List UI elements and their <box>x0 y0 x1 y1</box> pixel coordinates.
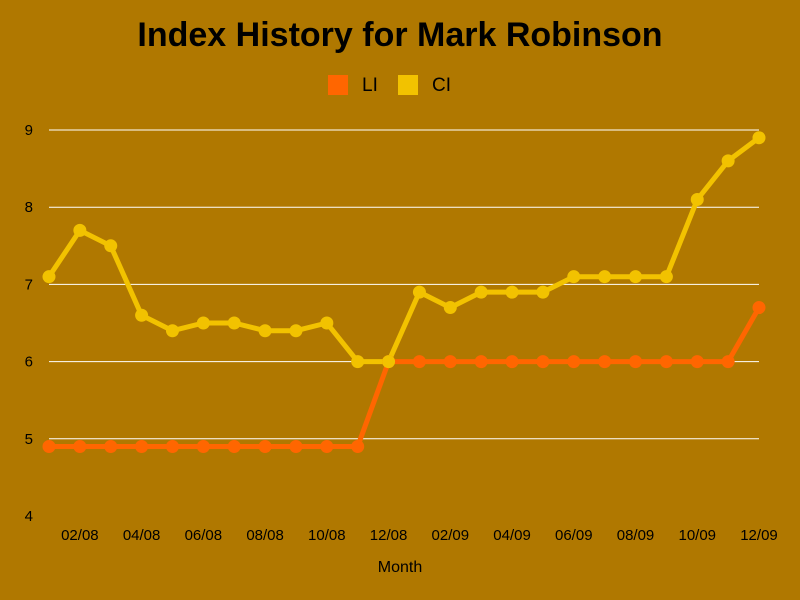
data-point-ci <box>320 316 334 330</box>
data-point-li <box>104 440 118 454</box>
legend-swatch-li <box>328 75 348 95</box>
data-point-ci <box>351 355 365 369</box>
x-tick-label: 12/09 <box>740 527 778 544</box>
y-tick-label: 7 <box>25 276 33 293</box>
data-point-li <box>135 440 149 454</box>
x-tick-label: 02/09 <box>432 527 470 544</box>
data-point-li <box>42 440 56 454</box>
data-point-li <box>567 355 581 369</box>
y-axis-ticks: 4 5 6 7 8 9 <box>25 122 33 525</box>
x-tick-label: 02/08 <box>61 527 99 544</box>
data-point-li <box>165 440 179 454</box>
x-tick-label: 04/08 <box>123 527 161 544</box>
data-point-li <box>227 440 241 454</box>
data-point-ci <box>598 270 612 284</box>
x-tick-label: 04/09 <box>493 527 531 544</box>
data-point-ci <box>567 270 581 284</box>
data-point-li <box>351 440 365 454</box>
data-point-li <box>258 440 272 454</box>
data-point-ci <box>752 131 766 145</box>
x-tick-label: 10/08 <box>308 527 346 544</box>
series-points <box>42 131 766 454</box>
data-point-li <box>474 355 488 369</box>
data-point-li <box>289 440 303 454</box>
x-tick-label: 06/08 <box>185 527 223 544</box>
data-point-li <box>659 355 673 369</box>
y-tick-label: 5 <box>25 431 33 448</box>
data-point-ci <box>165 324 179 338</box>
data-point-li <box>752 301 766 315</box>
x-tick-label: 06/09 <box>555 527 593 544</box>
data-point-li <box>721 355 735 369</box>
x-axis-ticks: 02/08 04/08 06/08 08/08 10/08 12/08 02/09 04/09… <box>61 527 778 544</box>
legend: LI CI <box>328 75 451 96</box>
grid <box>49 129 759 440</box>
data-point-ci <box>505 285 519 299</box>
data-point-ci <box>536 285 550 299</box>
data-point-li <box>690 355 704 369</box>
data-point-li <box>73 440 87 454</box>
data-point-ci <box>73 223 87 237</box>
data-point-li <box>196 440 210 454</box>
data-point-li <box>505 355 519 369</box>
data-point-li <box>536 355 550 369</box>
data-point-ci <box>629 270 643 284</box>
series-lines <box>46 135 762 449</box>
x-axis-label: Month <box>378 559 422 576</box>
data-point-ci <box>659 270 673 284</box>
x-tick-label: 08/08 <box>246 527 284 544</box>
legend-label-ci: CI <box>432 75 451 96</box>
y-tick-label: 8 <box>25 199 33 216</box>
data-point-ci <box>721 154 735 168</box>
data-point-li <box>629 355 643 369</box>
data-point-ci <box>135 308 149 322</box>
data-point-ci <box>42 270 56 284</box>
data-point-li <box>598 355 612 369</box>
data-point-ci <box>258 324 272 338</box>
y-tick-label: 6 <box>25 354 33 371</box>
legend-label-li: LI <box>362 75 378 96</box>
data-point-ci <box>196 316 210 330</box>
x-tick-label: 08/09 <box>617 527 655 544</box>
data-point-ci <box>443 301 457 315</box>
data-point-li <box>443 355 457 369</box>
data-point-ci <box>289 324 303 338</box>
y-tick-label: 9 <box>25 122 33 139</box>
data-point-ci <box>227 316 241 330</box>
chart-title: Index History for Mark Robinson <box>137 16 662 54</box>
x-tick-label: 10/09 <box>678 527 716 544</box>
series-line-ci <box>46 135 761 365</box>
data-point-ci <box>412 285 426 299</box>
y-tick-label: 4 <box>25 508 33 525</box>
data-point-li <box>412 355 426 369</box>
data-point-ci <box>474 285 488 299</box>
data-point-li <box>320 440 334 454</box>
legend-swatch-ci <box>398 75 418 95</box>
data-point-ci <box>382 355 396 369</box>
data-point-ci <box>104 239 118 253</box>
x-tick-label: 12/08 <box>370 527 408 544</box>
data-point-ci <box>690 192 704 206</box>
